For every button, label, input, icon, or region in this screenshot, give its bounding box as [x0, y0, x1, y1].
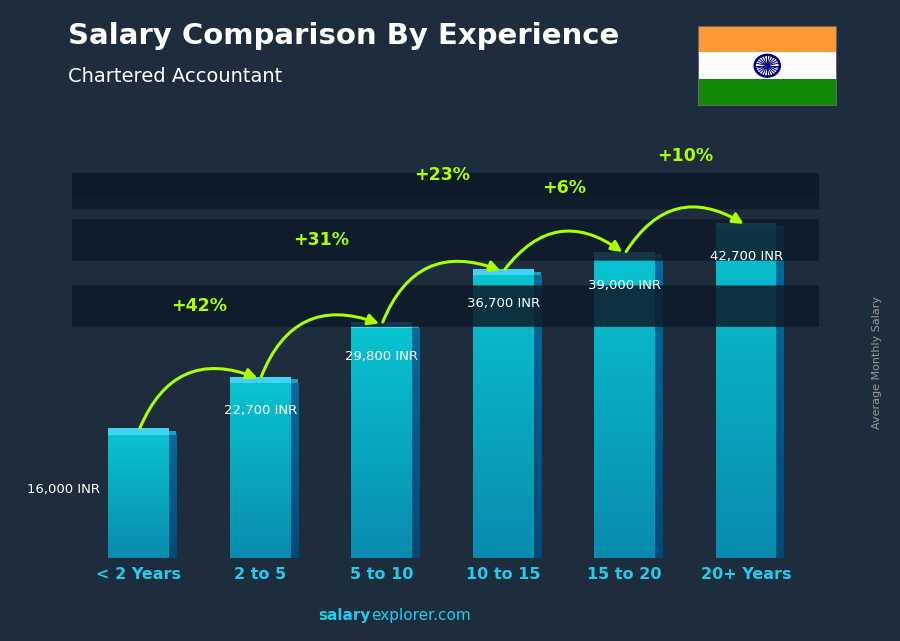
Text: 29,800 INR: 29,800 INR [346, 349, 419, 363]
Text: 39,000 INR: 39,000 INR [589, 279, 662, 292]
Text: +10%: +10% [657, 147, 714, 165]
Bar [655, 254, 662, 258]
Text: 42,700 INR: 42,700 INR [709, 251, 783, 263]
Text: +23%: +23% [415, 167, 471, 185]
Bar [777, 226, 784, 229]
Bar [108, 428, 169, 435]
Text: salary: salary [319, 608, 371, 623]
Bar [472, 269, 534, 276]
Text: explorer.com: explorer.com [371, 608, 471, 623]
Bar [351, 322, 412, 328]
Bar [594, 251, 655, 258]
Circle shape [0, 286, 900, 326]
Text: Average Monthly Salary: Average Monthly Salary [872, 296, 883, 429]
Text: +31%: +31% [293, 231, 349, 249]
Bar [698, 53, 837, 79]
Text: Chartered Accountant: Chartered Accountant [68, 67, 282, 87]
Bar [698, 26, 837, 53]
Bar [169, 431, 176, 435]
Bar [716, 223, 777, 229]
Text: 22,700 INR: 22,700 INR [223, 404, 297, 417]
Circle shape [0, 155, 900, 196]
Text: 16,000 INR: 16,000 INR [27, 483, 100, 497]
Text: 36,700 INR: 36,700 INR [466, 297, 540, 310]
Bar [698, 79, 837, 106]
Bar [534, 272, 541, 276]
Circle shape [0, 169, 900, 208]
Bar [291, 379, 298, 383]
Circle shape [0, 136, 900, 176]
Text: Salary Comparison By Experience: Salary Comparison By Experience [68, 22, 619, 51]
Circle shape [0, 220, 900, 260]
Text: +42%: +42% [172, 297, 228, 315]
Circle shape [766, 64, 769, 67]
Text: +6%: +6% [542, 179, 586, 197]
Bar [412, 325, 419, 328]
Bar [230, 377, 291, 383]
